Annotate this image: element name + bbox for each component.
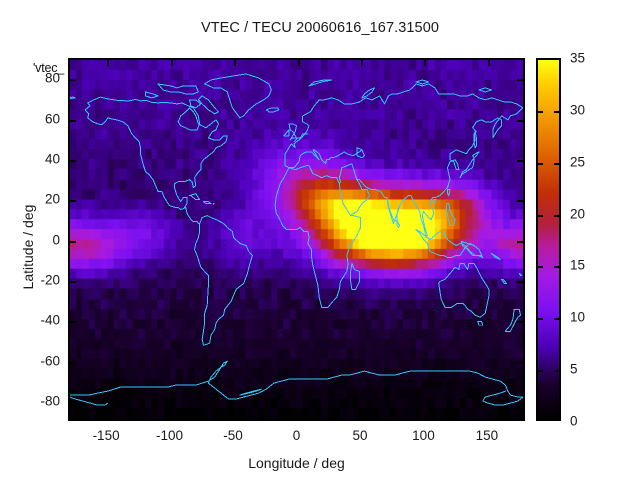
colorbar-tick-label: 15: [570, 257, 586, 273]
y-axis-tick-label: 20: [44, 191, 60, 207]
y-axis-tick-label: 40: [44, 151, 60, 167]
y-axis-tick: [70, 159, 76, 162]
y-axis-tick: [70, 321, 76, 324]
x-axis-tick: [170, 60, 173, 66]
colorbar-tick-label: 35: [570, 50, 586, 66]
coastline-overlay: [70, 73, 523, 406]
heatmap-plot-area: [68, 58, 525, 421]
colorbar-tick: [538, 162, 543, 165]
colorbar: [536, 58, 561, 421]
y-axis-tick: [517, 159, 523, 162]
y-axis-tick-label: -60: [40, 353, 60, 368]
colorbar-tick-label: 20: [570, 206, 586, 222]
y-axis-tick-label: -20: [40, 272, 60, 288]
y-axis-tick: [517, 240, 523, 243]
y-axis-tick: [70, 200, 76, 203]
colorbar-tick: [554, 214, 559, 217]
x-axis-tick-label: 0: [292, 428, 301, 443]
colorbar-gradient: [538, 60, 559, 419]
x-axis-tick: [297, 413, 300, 419]
x-axis-tick: [234, 60, 237, 66]
colorbar-tick-label: 0: [570, 413, 578, 429]
y-axis-tick-label: -40: [40, 312, 60, 328]
x-axis-tick: [234, 413, 237, 419]
y-axis-tick-label: -80: [40, 393, 60, 409]
plot-key-label: 'vtec_: [33, 61, 65, 75]
colorbar-tick: [554, 162, 559, 165]
x-axis-tick: [424, 60, 427, 66]
x-axis-tick-label: -100: [156, 428, 184, 443]
colorbar-tick: [554, 318, 559, 321]
x-axis-tick-label: 100: [412, 428, 435, 443]
colorbar-tick-label: 10: [570, 309, 586, 325]
y-axis-tick-label: 80: [44, 70, 60, 86]
y-axis-tick: [517, 119, 523, 122]
y-axis-tick: [517, 321, 523, 324]
colorbar-tick: [538, 110, 543, 113]
x-axis-tick: [107, 413, 110, 419]
colorbar-tick: [538, 318, 543, 321]
x-axis-tick: [297, 60, 300, 66]
x-axis-tick: [107, 60, 110, 66]
colorbar-tick: [538, 214, 543, 217]
colorbar-tick: [554, 266, 559, 269]
x-axis-tick-label: -50: [223, 428, 243, 443]
y-axis-tick: [517, 79, 523, 82]
y-axis-tick: [517, 280, 523, 283]
y-axis-tick: [70, 240, 76, 243]
y-axis-tick: [70, 119, 76, 122]
page-title: VTEC / TECU 20060616_167.31500: [200, 20, 440, 36]
y-axis-tick: [517, 361, 523, 364]
colorbar-tick-label: 30: [570, 102, 586, 118]
x-axis-tick: [360, 413, 363, 419]
x-axis-tick: [360, 60, 363, 66]
y-axis-tick: [70, 401, 76, 404]
y-axis-tick: [70, 361, 76, 364]
x-axis-tick-label: 50: [352, 428, 368, 443]
x-axis-tick: [424, 413, 427, 419]
x-axis-tick: [487, 413, 490, 419]
y-axis-tick-label: 0: [52, 232, 60, 247]
y-axis-tick: [70, 280, 76, 283]
y-axis-tick: [70, 79, 76, 82]
colorbar-tick: [538, 370, 543, 373]
x-axis-tick: [487, 60, 490, 66]
x-axis-tick-label: 150: [475, 428, 499, 443]
y-axis-tick: [517, 401, 523, 404]
y-axis-tick: [517, 200, 523, 203]
colorbar-tick-label: 25: [570, 154, 586, 170]
x-axis-title: Longitude / deg: [248, 455, 345, 471]
y-axis-tick-label: 60: [44, 111, 60, 126]
colorbar-tick-label: 5: [570, 361, 578, 377]
colorbar-tick: [554, 110, 559, 113]
colorbar-tick: [538, 266, 543, 269]
x-axis-tick: [170, 413, 173, 419]
x-axis-tick-label: -150: [92, 428, 120, 443]
colorbar-tick: [554, 370, 559, 373]
